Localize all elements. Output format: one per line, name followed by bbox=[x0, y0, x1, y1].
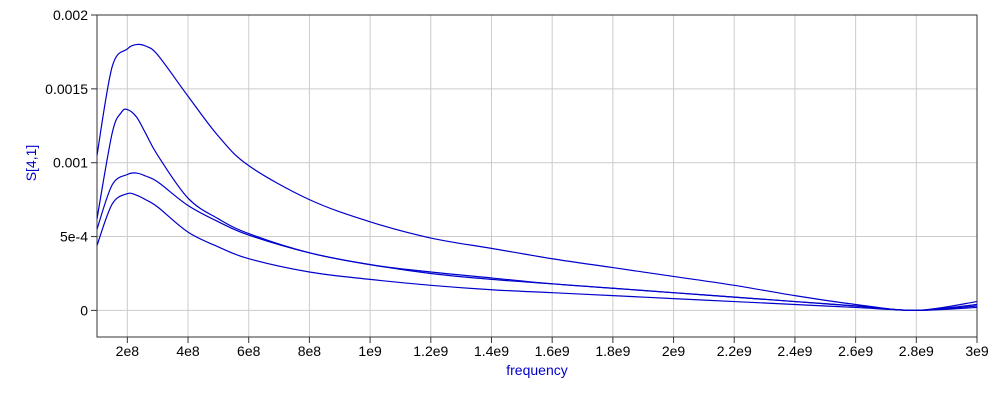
x-tick-label: 2.2e9 bbox=[717, 343, 752, 359]
series-line-3 bbox=[96, 172, 978, 312]
x-tick-label: 2.6e9 bbox=[838, 343, 873, 359]
x-tick-label: 1.2e9 bbox=[413, 343, 448, 359]
y-axis-ticks: 0 5e-4 0.001 0.0015 0.002 bbox=[45, 7, 97, 318]
y-tick-label: 5e-4 bbox=[60, 229, 88, 245]
series-lines bbox=[96, 43, 978, 312]
x-tick-label: 1.8e9 bbox=[595, 343, 630, 359]
x-tick-label: 4e8 bbox=[176, 343, 200, 359]
x-tick-label: 8e8 bbox=[298, 343, 322, 359]
x-tick-label: 6e8 bbox=[237, 343, 261, 359]
x-axis-ticks: 2e8 4e8 6e8 8e8 1e9 1.2e9 1.4e9 1.6e9 1.8e9 2e9 2.… bbox=[116, 337, 989, 359]
series-line-2 bbox=[96, 108, 978, 312]
x-tick-label: 2.4e9 bbox=[777, 343, 812, 359]
x-tick-label: 1e9 bbox=[358, 343, 382, 359]
y-tick-label: 0.002 bbox=[53, 7, 88, 23]
x-tick-label: 1.4e9 bbox=[474, 343, 509, 359]
x-tick-label: 1.6e9 bbox=[535, 343, 570, 359]
x-tick-label: 3e9 bbox=[965, 343, 989, 359]
x-tick-label: 2e9 bbox=[662, 343, 686, 359]
y-tick-label: 0.001 bbox=[53, 155, 88, 171]
x-tick-label: 2.8e9 bbox=[899, 343, 934, 359]
x-tick-label: 2e8 bbox=[116, 343, 140, 359]
y-axis-label: S[4,1] bbox=[23, 145, 39, 182]
x-axis-label: frequency bbox=[506, 362, 567, 378]
plot-area-frame bbox=[96, 14, 978, 338]
grid-lines bbox=[97, 14, 978, 337]
series-line-4 bbox=[96, 192, 978, 312]
y-tick-label: 0 bbox=[80, 302, 88, 318]
series-line-1 bbox=[96, 43, 978, 312]
y-tick-label: 0.0015 bbox=[45, 81, 88, 97]
